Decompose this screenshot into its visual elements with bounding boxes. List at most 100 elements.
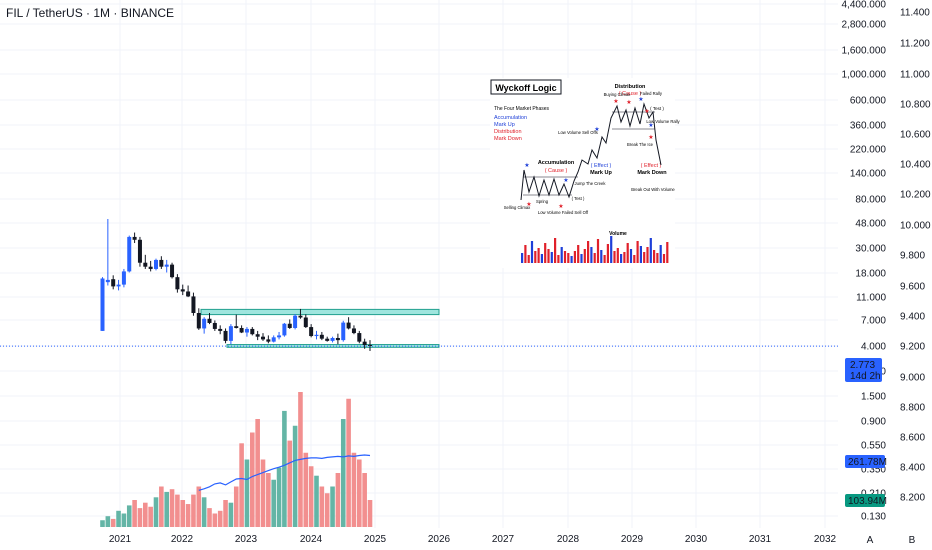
volume-bar <box>105 516 111 527</box>
volume-ma-line <box>198 454 371 491</box>
volume-bar <box>191 494 196 527</box>
wyckoff-volume-bar <box>662 254 666 263</box>
candle-body <box>277 335 282 338</box>
label-effect2: ( Effect ) <box>641 163 662 169</box>
axis-button-b: B <box>909 535 916 546</box>
wyckoff-volume-bar <box>573 251 576 263</box>
wyckoff-subtitle: The Four Market Phases <box>494 106 550 112</box>
candle-body <box>239 327 244 333</box>
candle-body <box>164 264 169 267</box>
price-tick-label: 0.550 <box>861 441 886 452</box>
volume-bar <box>319 486 325 527</box>
candle-body <box>309 327 314 337</box>
candle-body <box>298 315 303 318</box>
candle-body <box>314 334 319 337</box>
volume-bar <box>314 475 319 527</box>
candle-body <box>261 336 265 340</box>
label-low-volume-rally: Low Volume Rally <box>646 119 680 124</box>
wyckoff-volume-bar <box>521 253 524 263</box>
volume-bar <box>351 452 357 527</box>
wyckoff-diagram: Wyckoff Logic The Four Market Phases Accum… <box>490 78 681 268</box>
volume-tick-label: 10.800 <box>900 100 931 111</box>
wyckoff-volume-bar <box>527 255 530 263</box>
wyckoff-volume-bar <box>603 255 606 263</box>
candle-body <box>293 315 298 328</box>
wyckoff-phase: Mark Up <box>494 122 515 128</box>
candle-body <box>159 259 164 267</box>
wyckoff-star: ★ <box>594 126 599 133</box>
axis-button-a: A <box>867 535 874 546</box>
candle-body <box>180 289 185 292</box>
candle-body <box>196 313 201 329</box>
volume-bar <box>308 466 314 527</box>
time-tick-label: 2025 <box>364 534 387 545</box>
volume-bar <box>282 410 287 527</box>
volume-tick-label: 9.800 <box>900 251 925 262</box>
candle-body <box>228 326 233 341</box>
volume-ma-label: 103.94M <box>848 496 887 507</box>
volume-bar <box>185 504 191 527</box>
volume-bar <box>324 493 330 527</box>
wyckoff-volume-bar <box>613 251 616 263</box>
volume-bar <box>239 443 244 527</box>
wyckoff-star: ★ <box>638 96 643 103</box>
candle-body <box>127 236 132 272</box>
price-axis: 4,400.000 2,800.000 1,600.000 1,000.000 600.… <box>842 0 887 523</box>
candle-body <box>186 291 191 297</box>
volume-bar <box>143 502 148 527</box>
wyckoff-volume-bar <box>563 251 567 263</box>
candle-body <box>368 344 372 346</box>
wyckoff-volume-bar <box>540 254 543 263</box>
resistance-zone <box>200 308 440 316</box>
wyckoff-volume-bar <box>567 253 570 263</box>
price-tick-label: 2,800.000 <box>842 20 887 31</box>
volume-axis: 11.400 11.200 11.000 10.800 10.600 10.400 10.2… <box>900 8 931 504</box>
volume-bar <box>207 508 212 527</box>
wyckoff-volume-bar <box>606 244 609 263</box>
price-tick-label: 360.000 <box>850 121 887 132</box>
volume-bar <box>137 508 143 527</box>
volume-tick-label: 8.400 <box>900 463 925 474</box>
volume-bar <box>148 506 153 527</box>
wyckoff-star: ★ <box>648 122 653 129</box>
candle-body <box>132 236 137 240</box>
volume-bars <box>100 392 373 527</box>
price-tick-label: 1.500 <box>861 392 886 403</box>
candle-body <box>319 334 324 339</box>
candle-body <box>223 330 228 341</box>
volume-bar <box>367 500 373 527</box>
volume-tick-label: 9.600 <box>900 282 925 293</box>
wyckoff-volume-bar <box>659 245 662 263</box>
wyckoff-volume-bar <box>610 236 613 263</box>
wyckoff-background <box>490 78 675 268</box>
volume-bar <box>255 419 260 527</box>
price-tick-label: 18.000 <box>855 269 886 280</box>
volume-bar <box>201 497 207 527</box>
volume-bar <box>362 473 367 527</box>
time-tick-label: 2028 <box>557 534 580 545</box>
wyckoff-volume-bar <box>524 245 527 263</box>
volume-badge <box>845 455 885 468</box>
volume-bar <box>169 489 175 527</box>
volume-bar <box>244 459 250 527</box>
wyckoff-volume-bar <box>583 249 586 263</box>
wyckoff-phase: Accumulation <box>494 115 527 121</box>
wyckoff-volume-bar <box>593 253 596 263</box>
wyckoff-volume-bar <box>626 243 629 263</box>
wyckoff-star: ★ <box>644 108 649 115</box>
wyckoff-star: ★ <box>626 99 631 106</box>
volume-bar <box>175 494 180 527</box>
volume-bar <box>121 513 127 527</box>
wyckoff-volume-bar <box>534 251 537 263</box>
volume-tick-label: 11.400 <box>900 8 930 19</box>
volume-tick-label: 8.800 <box>900 403 925 414</box>
candle-body <box>255 334 260 337</box>
volume-bar <box>110 518 116 527</box>
volume-bar <box>271 479 276 527</box>
volume-bar <box>357 459 362 527</box>
candle-body <box>250 328 255 335</box>
wyckoff-volume-bar <box>547 249 550 263</box>
label-spring: Spring <box>536 199 549 204</box>
volume-bar <box>196 486 202 527</box>
